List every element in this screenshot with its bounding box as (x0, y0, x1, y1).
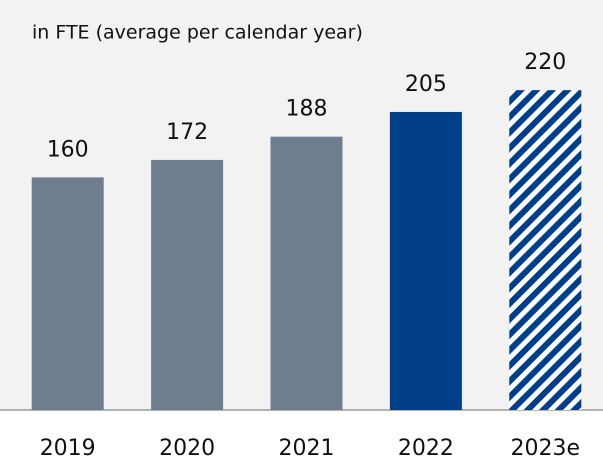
x-tick-label: 2020 (159, 436, 215, 461)
bar (31, 177, 104, 410)
value-label: 205 (405, 72, 447, 97)
value-label: 172 (166, 120, 208, 145)
value-label: 220 (524, 50, 566, 75)
x-tick-label: 2021 (279, 436, 335, 461)
x-tick-label: 2019 (40, 436, 96, 461)
value-label: 160 (47, 137, 89, 162)
chart-title: in FTE (average per calendar year) (32, 22, 363, 44)
value-label: 188 (286, 97, 328, 122)
bar (151, 159, 224, 410)
x-tick-label: 2023e (511, 436, 581, 461)
bar (509, 90, 582, 410)
bar (270, 136, 343, 410)
x-tick-label: 2022 (398, 436, 454, 461)
bar (389, 111, 462, 411)
